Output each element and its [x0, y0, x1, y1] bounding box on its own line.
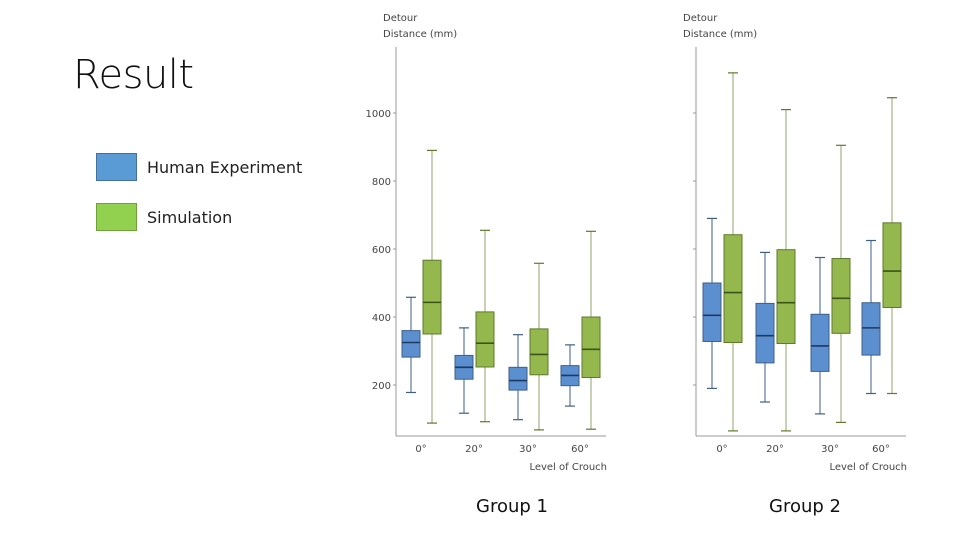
- box-simulation: [776, 249, 796, 345]
- y-tick-label: 600: [372, 245, 391, 256]
- box-simulation: [581, 316, 601, 379]
- box-simulation: [422, 259, 442, 335]
- box-simulation: [529, 328, 549, 376]
- y-axis-title-line-1: Detour: [383, 13, 418, 24]
- x-axis-title: Level of Crouch: [829, 462, 907, 473]
- x-tick-label: 20°: [465, 444, 483, 455]
- box-simulation: [475, 311, 495, 368]
- x-tick-label: 0°: [415, 444, 426, 455]
- x-axis-title: Level of Crouch: [529, 462, 607, 473]
- box-human: [401, 330, 421, 358]
- y-axis-title-line-2: Distance (mm): [683, 29, 757, 40]
- x-tick-label: 30°: [519, 444, 537, 455]
- x-tick-label: 0°: [716, 444, 727, 455]
- group-2-caption: Group 2: [769, 496, 841, 517]
- y-tick-label: 800: [372, 177, 391, 188]
- box-human: [810, 313, 830, 372]
- slide-title: Result: [73, 52, 194, 98]
- box-simulation: [723, 234, 743, 343]
- y-axis-title-line-1: Detour: [683, 13, 718, 24]
- legend-item-simulation: Simulation: [96, 201, 232, 233]
- x-tick-label: 60°: [872, 444, 890, 455]
- x-tick-label: 60°: [571, 444, 589, 455]
- y-axis-title-line-2: Distance (mm): [383, 29, 457, 40]
- legend-item-human: Human Experiment: [96, 151, 302, 183]
- y-tick-label: 200: [372, 381, 391, 392]
- box-human: [702, 282, 722, 342]
- x-tick-label: 30°: [821, 444, 839, 455]
- box-simulation: [882, 222, 902, 308]
- box-human: [861, 302, 881, 356]
- legend-swatch-human: [96, 153, 137, 181]
- group-1-caption: Group 1: [476, 496, 548, 517]
- legend-label-human: Human Experiment: [147, 157, 303, 177]
- box-simulation: [831, 258, 851, 334]
- legend-swatch-simulation: [96, 203, 137, 231]
- box-human: [508, 366, 528, 391]
- legend-label-simulation: Simulation: [147, 207, 233, 227]
- y-tick-label: 1000: [366, 109, 391, 120]
- x-tick-label: 20°: [766, 444, 784, 455]
- box-human: [755, 302, 775, 364]
- y-tick-label: 400: [372, 313, 391, 324]
